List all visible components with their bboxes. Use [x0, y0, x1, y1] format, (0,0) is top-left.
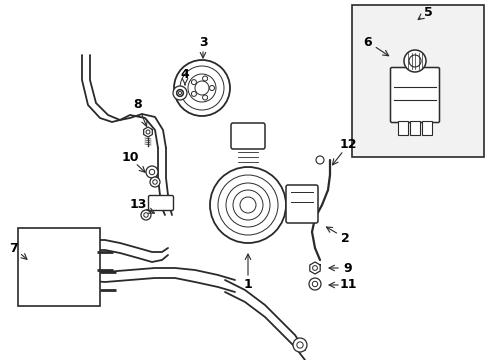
Circle shape	[209, 85, 214, 90]
Text: 12: 12	[339, 139, 356, 152]
Circle shape	[292, 338, 306, 352]
Text: 1: 1	[243, 279, 252, 292]
Circle shape	[191, 91, 196, 96]
Bar	[409, 121, 419, 135]
FancyBboxPatch shape	[285, 185, 317, 223]
Circle shape	[202, 95, 207, 100]
Text: 6: 6	[363, 36, 371, 49]
FancyBboxPatch shape	[230, 123, 264, 149]
FancyBboxPatch shape	[390, 68, 439, 122]
Circle shape	[315, 156, 324, 164]
Bar	[18, 228, 100, 306]
Circle shape	[173, 86, 186, 100]
Text: 5: 5	[423, 5, 431, 18]
Circle shape	[408, 55, 420, 67]
Polygon shape	[309, 262, 320, 274]
Circle shape	[146, 166, 158, 178]
Text: 2: 2	[340, 231, 348, 244]
Circle shape	[308, 278, 320, 290]
Circle shape	[202, 76, 207, 81]
Text: 11: 11	[339, 279, 356, 292]
Circle shape	[141, 210, 151, 220]
Circle shape	[174, 60, 229, 116]
Polygon shape	[143, 127, 152, 137]
Bar	[397, 121, 407, 135]
Circle shape	[176, 90, 183, 96]
Circle shape	[209, 167, 285, 243]
Bar	[421, 121, 431, 135]
FancyBboxPatch shape	[148, 195, 173, 211]
Bar	[351, 5, 483, 157]
Text: 7: 7	[10, 242, 19, 255]
Circle shape	[150, 177, 160, 187]
Text: 3: 3	[198, 36, 207, 49]
Text: 4: 4	[180, 68, 189, 81]
Text: 8: 8	[133, 99, 142, 112]
Text: 9: 9	[343, 261, 351, 274]
Text: 13: 13	[129, 198, 146, 211]
Circle shape	[191, 80, 196, 85]
Text: 10: 10	[121, 152, 139, 165]
Circle shape	[403, 50, 425, 72]
